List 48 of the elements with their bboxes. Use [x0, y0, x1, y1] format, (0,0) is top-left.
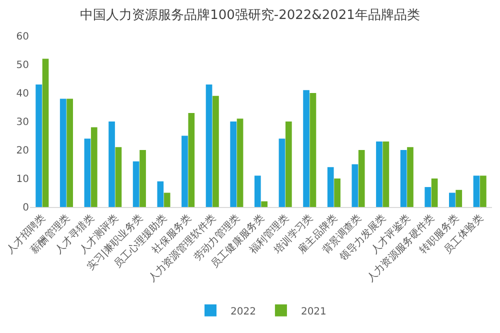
- y-tick-label: 40: [16, 88, 29, 100]
- bar: [254, 176, 261, 207]
- y-tick-label: 10: [16, 174, 29, 185]
- bar: [84, 138, 91, 207]
- bar: [327, 167, 334, 207]
- bar: [36, 84, 42, 207]
- bar: [66, 98, 73, 207]
- bar: [132, 161, 140, 207]
- bar: [407, 147, 414, 207]
- bar: [42, 58, 49, 207]
- bar: [285, 122, 292, 207]
- bar: [400, 150, 407, 207]
- y-tick-label: 20: [16, 146, 29, 156]
- bar: [278, 138, 286, 207]
- y-tick-label: 0: [22, 202, 29, 214]
- legend-label: 2022: [230, 306, 256, 318]
- bar: [236, 118, 244, 207]
- bar: [310, 93, 316, 207]
- bar: [140, 150, 146, 207]
- bar: [108, 122, 115, 207]
- bar: [182, 136, 188, 207]
- bar: [431, 178, 438, 207]
- bar: [230, 122, 237, 207]
- bar: [376, 141, 382, 207]
- bar: [60, 98, 66, 207]
- bar: [157, 181, 164, 207]
- bar: [261, 201, 268, 207]
- y-tick-label: 60: [16, 32, 29, 42]
- bar: [115, 147, 122, 207]
- bar: [334, 178, 340, 207]
- bar: [456, 190, 462, 207]
- bar: [212, 96, 219, 207]
- bar: [480, 176, 486, 207]
- legend-label: 2021: [300, 306, 326, 318]
- chart-title: 中国人力资源服务品牌100强研究-2022&2021年品牌品类: [80, 8, 420, 24]
- bar: [352, 164, 358, 207]
- bar: [164, 192, 170, 207]
- bar: [449, 192, 456, 207]
- y-tick-label: 50: [16, 60, 29, 71]
- bar: [473, 176, 480, 207]
- bar: [424, 187, 432, 207]
- bar: [206, 84, 212, 207]
- bar: [358, 150, 365, 207]
- y-tick-label: 30: [16, 117, 29, 128]
- bar: [90, 127, 98, 207]
- bar: [188, 112, 195, 207]
- bar: [382, 141, 390, 207]
- bar: [303, 90, 310, 207]
